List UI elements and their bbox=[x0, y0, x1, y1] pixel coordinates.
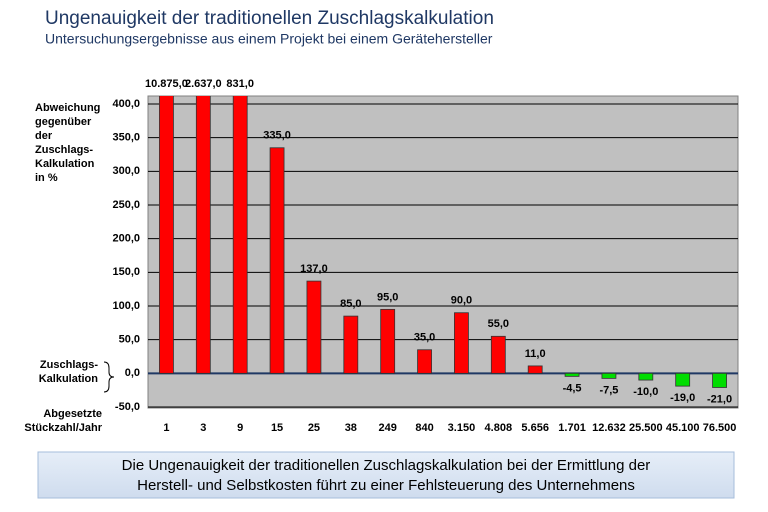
y-tick-label: 300,0 bbox=[112, 165, 140, 177]
zero-annotation: Kalkulation bbox=[39, 373, 99, 385]
x-tick-label: 4.808 bbox=[485, 422, 513, 434]
y-axis-label: Kalkulation bbox=[35, 158, 95, 170]
bar bbox=[343, 315, 359, 374]
bar bbox=[564, 372, 580, 377]
x-tick-label: 15 bbox=[271, 422, 283, 434]
x-tick-label: 38 bbox=[345, 422, 357, 434]
y-tick-label: 50,0 bbox=[119, 334, 140, 346]
x-tick-label: 9 bbox=[237, 422, 243, 434]
y-axis-label: Zuschlags- bbox=[35, 144, 93, 156]
bar bbox=[306, 280, 322, 374]
bar bbox=[601, 372, 617, 379]
bar bbox=[417, 349, 432, 374]
value-label: 2.637,0 bbox=[185, 78, 222, 90]
bar bbox=[380, 308, 396, 374]
y-axis-label: in % bbox=[35, 172, 58, 184]
y-axis-label: Abweichung bbox=[35, 102, 100, 114]
y-axis-label: gegenüber bbox=[35, 116, 92, 128]
x-axis-label: Stückzahl/Jahr bbox=[24, 422, 102, 434]
x-tick-label: 25 bbox=[308, 422, 320, 434]
x-tick-label: 25.500 bbox=[629, 422, 663, 434]
bar bbox=[638, 372, 654, 381]
bar bbox=[490, 335, 506, 374]
y-tick-label: 100,0 bbox=[112, 300, 140, 312]
x-tick-label: 840 bbox=[415, 422, 433, 434]
footer-text: Die Ungenauigkeit der traditionellen Zus… bbox=[122, 457, 651, 474]
y-tick-label: 200,0 bbox=[112, 233, 140, 245]
y-tick-label: 400,0 bbox=[112, 98, 140, 110]
bar bbox=[527, 365, 543, 374]
value-label: 137,0 bbox=[300, 263, 328, 275]
bars bbox=[159, 96, 727, 388]
value-label: -10,0 bbox=[633, 386, 658, 398]
y-axis-label: der bbox=[35, 130, 53, 142]
value-label: 90,0 bbox=[451, 295, 472, 307]
x-tick-label: 3 bbox=[200, 422, 206, 434]
x-axis-label: Abgesetzte bbox=[43, 408, 102, 420]
value-label: 95,0 bbox=[377, 291, 398, 303]
y-tick-label: 150,0 bbox=[112, 266, 140, 278]
value-label: 10.875,0 bbox=[145, 78, 188, 90]
y-tick-label: 0,0 bbox=[125, 367, 140, 379]
bar bbox=[232, 96, 248, 374]
x-tick-label: 5.656 bbox=[521, 422, 549, 434]
chart-subtitle: Untersuchungsergebnisse aus einem Projek… bbox=[45, 31, 493, 47]
zero-annotation: Zuschlags- bbox=[40, 359, 98, 371]
value-label: -21,0 bbox=[707, 393, 732, 405]
value-label: -7,5 bbox=[599, 384, 618, 396]
footer-box bbox=[37, 451, 735, 499]
bar bbox=[454, 312, 469, 374]
x-tick-label: 249 bbox=[379, 422, 397, 434]
brace bbox=[103, 361, 115, 393]
x-tick-label: 45.100 bbox=[666, 422, 700, 434]
footer-text: Herstell- und Selbstkosten führt zu eine… bbox=[137, 477, 635, 494]
x-tick-label: 12.632 bbox=[592, 422, 626, 434]
x-tick-label: 76.500 bbox=[703, 422, 737, 434]
value-label: 85,0 bbox=[340, 298, 361, 310]
value-label: 35,0 bbox=[414, 332, 435, 344]
value-label: 11,0 bbox=[525, 348, 546, 360]
y-tick-label: 350,0 bbox=[112, 132, 140, 144]
value-label: 335,0 bbox=[263, 130, 291, 142]
value-label: 831,0 bbox=[226, 78, 254, 90]
bar bbox=[195, 96, 211, 374]
bar bbox=[269, 147, 285, 374]
y-tick-label: -50,0 bbox=[115, 401, 140, 413]
x-tick-label: 1.701 bbox=[558, 422, 586, 434]
y-tick-label: 250,0 bbox=[112, 199, 140, 211]
x-tick-label: 3.150 bbox=[448, 422, 476, 434]
x-tick-label: 1 bbox=[163, 422, 169, 434]
chart-title: Ungenauigkeit der traditionellen Zuschla… bbox=[45, 8, 494, 29]
value-label: -4,5 bbox=[563, 382, 582, 394]
bar bbox=[712, 372, 727, 388]
bar bbox=[159, 96, 174, 374]
bar bbox=[675, 372, 691, 387]
value-label: -19,0 bbox=[670, 392, 695, 404]
value-label: 55,0 bbox=[488, 318, 509, 330]
